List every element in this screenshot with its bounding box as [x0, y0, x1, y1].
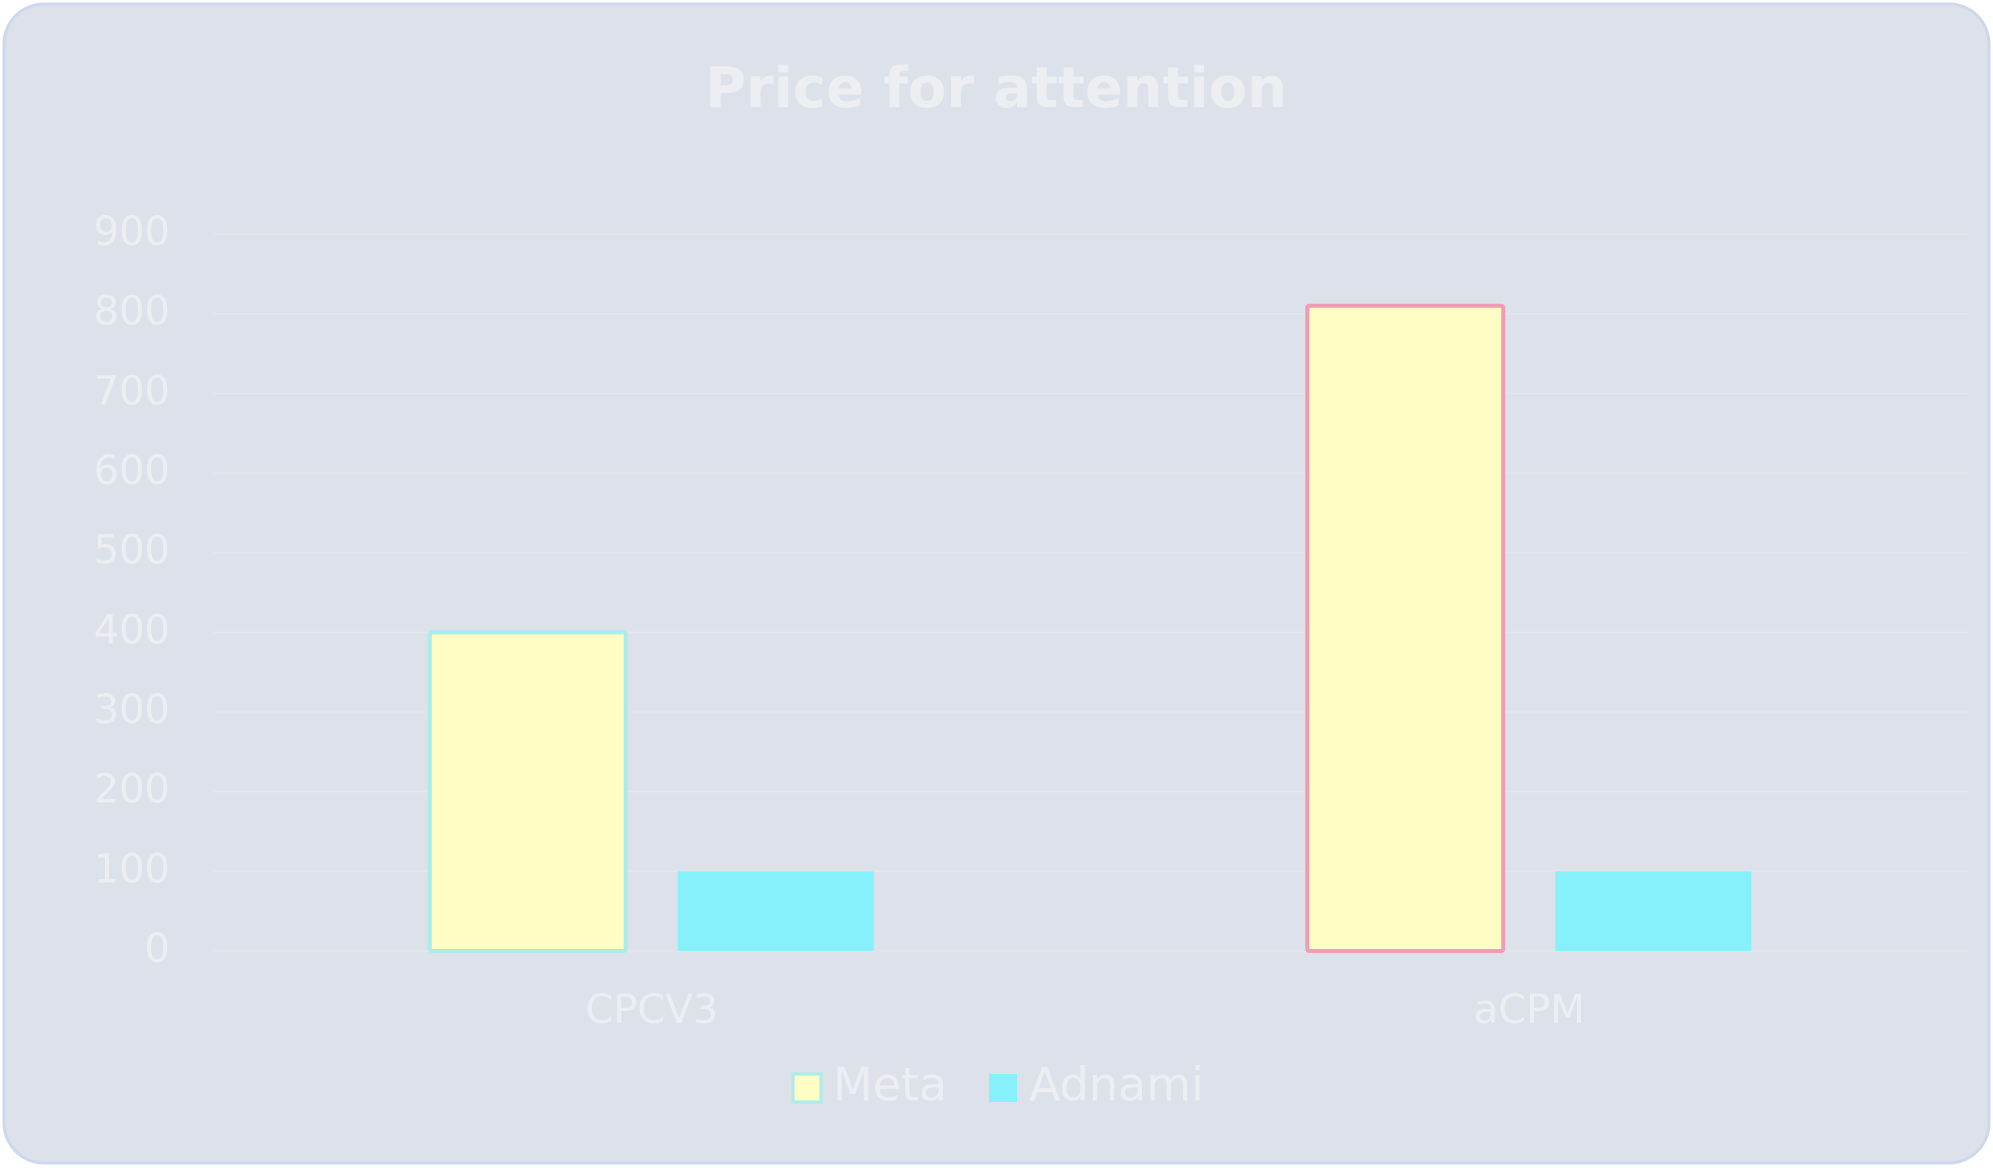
- y-tick-label: 900: [94, 209, 170, 255]
- y-tick-label: 500: [94, 528, 170, 574]
- y-tick-label: 400: [94, 607, 170, 653]
- bar: [1305, 303, 1506, 953]
- legend-swatch: [989, 1074, 1017, 1102]
- y-tick-label: 100: [94, 846, 170, 892]
- x-tick-label: CPCV3: [585, 987, 718, 1033]
- legend-label: Meta: [833, 1058, 947, 1112]
- y-tick-label: 0: [145, 926, 170, 972]
- chart-title: Price for attention: [705, 56, 1287, 121]
- bar: [1555, 871, 1752, 951]
- legend-label: Adnami: [1029, 1058, 1204, 1112]
- y-tick-label: 700: [94, 368, 170, 414]
- bar: [427, 630, 628, 953]
- y-tick-label: 800: [94, 289, 170, 335]
- x-tick-label: aCPM: [1474, 987, 1585, 1033]
- bar: [677, 871, 874, 951]
- legend-swatch: [791, 1072, 823, 1104]
- y-tick-label: 600: [94, 448, 170, 494]
- y-tick-label: 200: [94, 767, 170, 813]
- y-tick-label: 300: [94, 687, 170, 733]
